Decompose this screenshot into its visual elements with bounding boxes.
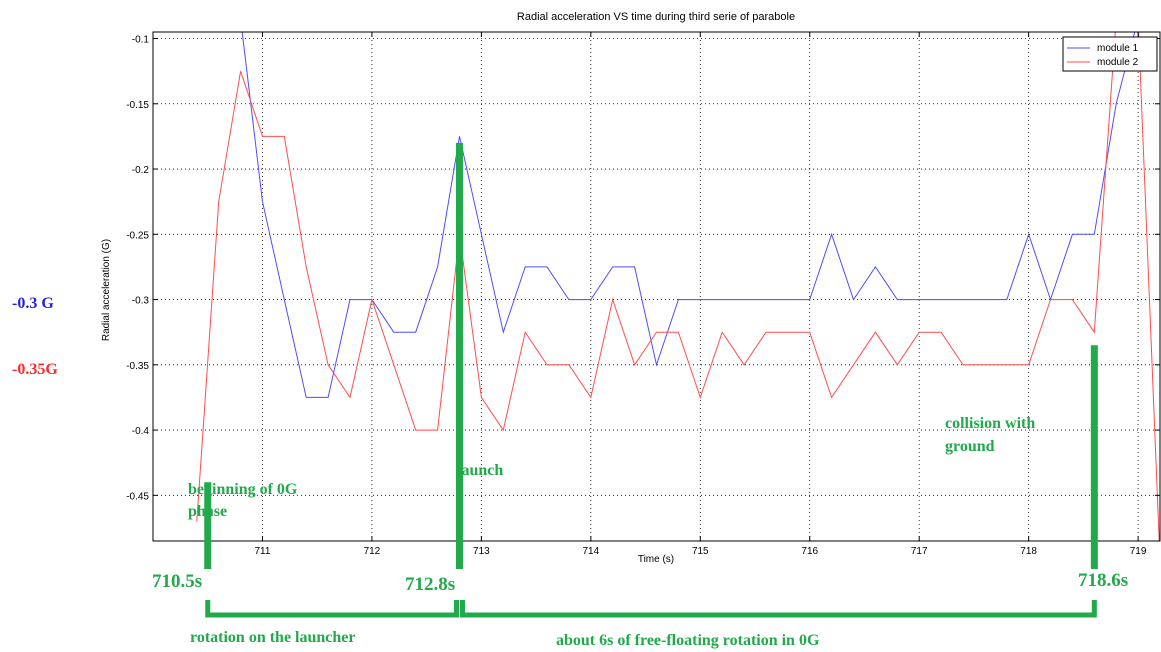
y-tick-label: -0.25	[126, 230, 149, 241]
time-markers	[204, 142, 1098, 569]
span-label-float: about 6s of free-floating rotation in 0G	[556, 632, 820, 649]
phase-braces	[205, 600, 1097, 618]
phase-begin-label-line1: beginning of 0G	[188, 481, 298, 498]
brace-float	[459, 600, 1097, 618]
collision-label-line2: ground	[945, 438, 995, 455]
x-tick-label: 715	[692, 546, 709, 557]
y-tick-label: -0.1	[132, 35, 150, 46]
chart-title: Radial acceleration VS time during third…	[517, 11, 795, 23]
grid	[153, 32, 1160, 541]
x-tick-label: 716	[801, 546, 818, 557]
collision-label-line1: collision with	[945, 415, 1035, 432]
x-tick-label: 719	[1130, 546, 1147, 557]
legend: module 1 module 2	[1062, 36, 1158, 72]
legend-label-module-2: module 2	[1097, 57, 1139, 68]
y-tick-label: -0.4	[132, 426, 150, 437]
x-tick-label: 711	[254, 546, 270, 557]
y-tick-label: -0.35	[126, 361, 149, 372]
y-axis-title: Radial acceleration (G)	[101, 239, 112, 341]
plot-frame	[152, 31, 1161, 542]
launch-label: launch	[457, 462, 503, 479]
x-tick-label: 717	[911, 546, 928, 557]
marker-label-718-6: 718.6s	[1078, 570, 1128, 591]
series-line-module-2	[196, 32, 1160, 541]
y-tick-label: -0.15	[126, 100, 149, 111]
legend-box	[1062, 36, 1158, 72]
marker-label-710-5: 710.5s	[152, 571, 202, 592]
x-tick-label: 713	[473, 546, 490, 557]
y-tick-label: -0.45	[126, 491, 149, 502]
axis-ticks: 711 712 713 714 715 716 717 718 719 -0.1 -0.15 -0.2…	[126, 32, 1160, 557]
level-label-module-2: -0.35G	[12, 361, 58, 378]
series-layer	[196, 32, 1160, 541]
level-label-module-1: -0.3 G	[12, 295, 54, 312]
legend-label-module-1: module 1	[1097, 43, 1139, 54]
phase-begin-label-line2: phase	[188, 503, 227, 520]
x-axis-title: Time (s)	[638, 554, 674, 565]
marker-label-712-8: 712.8s	[405, 574, 455, 595]
x-tick-label: 714	[582, 546, 599, 557]
series-line-module-1	[241, 32, 1136, 398]
span-label-launcher: rotation on the launcher	[190, 629, 355, 646]
x-tick-label: 712	[364, 546, 381, 557]
y-tick-label: -0.2	[132, 165, 150, 176]
x-tick-label: 718	[1020, 546, 1037, 557]
brace-launcher	[205, 600, 459, 618]
y-tick-label: -0.3	[132, 296, 150, 307]
